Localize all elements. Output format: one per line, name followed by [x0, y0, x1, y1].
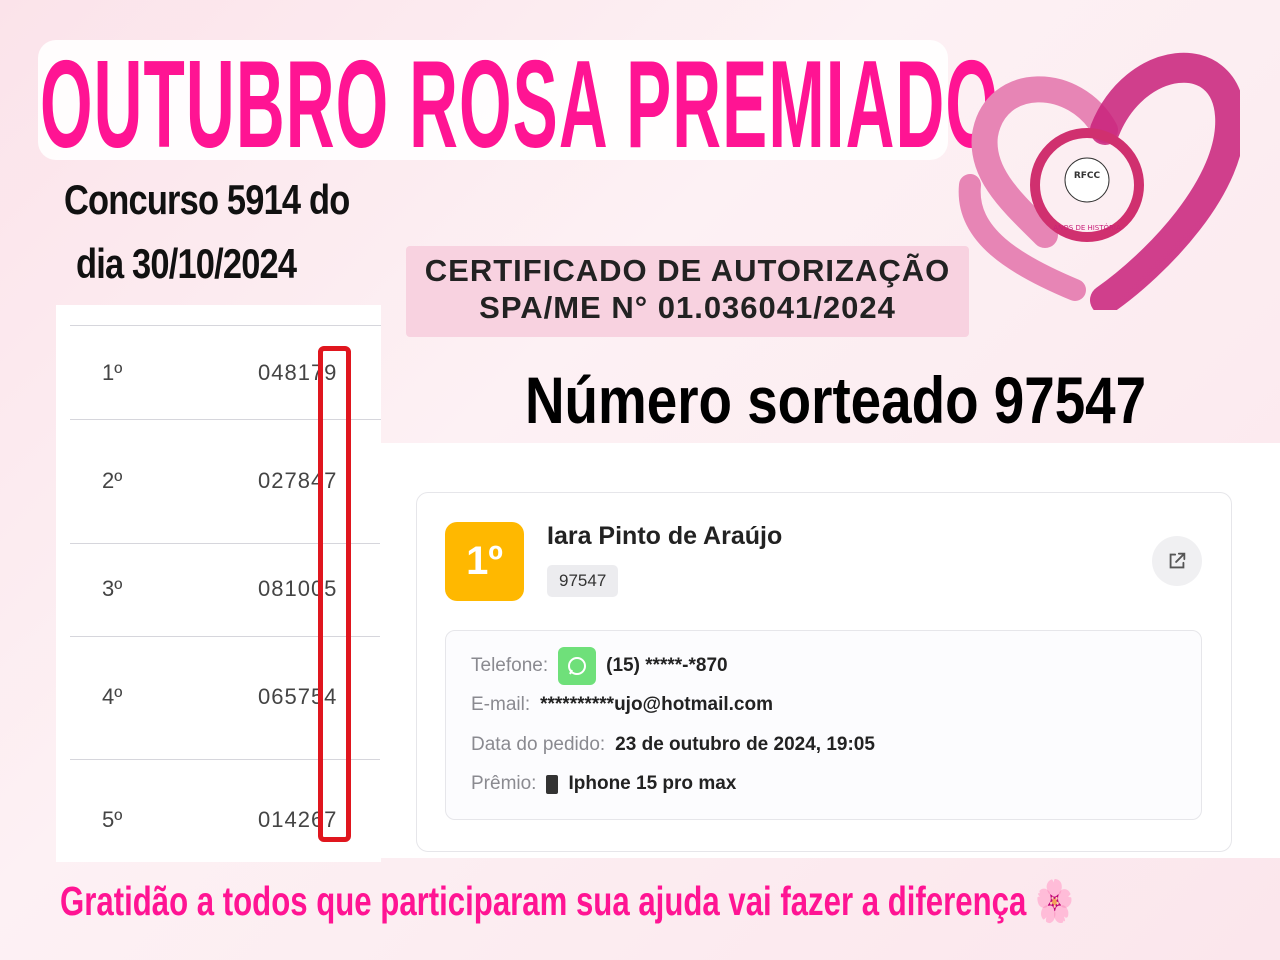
footer-message: Gratidão a todos que participaram sua aj… [60, 878, 1074, 926]
phone-icon [546, 774, 559, 794]
drawn-number: 014267 [258, 807, 338, 832]
email-row: E-mail: **********ujo@hotmail.com [471, 694, 773, 716]
title-backdrop [38, 40, 948, 160]
whatsapp-icon[interactable] [558, 647, 597, 685]
table-row: 2º 027847 [70, 419, 381, 543]
ticket-number-badge: 97547 [547, 565, 619, 597]
date-label: Data do pedido: [471, 734, 606, 755]
table-row: 5º 014267 [70, 759, 381, 862]
table-row: 4º 065754 [70, 636, 381, 759]
winner-name: Iara Pinto de Araújo [547, 522, 783, 550]
drawn-number: 081005 [258, 576, 338, 601]
results-table: 1º 048179 2º 027847 3º 081005 4º 065754 5º 01… [56, 305, 381, 862]
position: 1º [102, 360, 123, 385]
drawn-number-heading: Número sorteado 97547 [525, 363, 1147, 437]
prize-label: Prêmio: [471, 773, 537, 794]
prize-row: Prêmio: Iphone 15 pro max [471, 773, 736, 795]
winner-details: Telefone: (15) *****-*870 E-mail: ******… [445, 630, 1202, 820]
table-row: 1º 048179 [70, 325, 381, 419]
position: 5º [102, 807, 123, 832]
svg-text:RFCC: RFCC [1074, 171, 1101, 181]
date-row: Data do pedido: 23 de outubro de 2024, 1… [471, 734, 875, 756]
position: 4º [102, 684, 123, 709]
place-badge: 1º [445, 522, 524, 601]
certificate-line-1: CERTIFICADO DE AUTORIZAÇÃO [424, 253, 951, 288]
page-title: OUTUBRO ROSA PREMIADO [40, 36, 1000, 174]
date-value: 23 de outubro de 2024, 19:05 [615, 734, 875, 755]
concurso-line-1: Concurso 5914 do [64, 176, 350, 223]
footer-text: Gratidão a todos que participaram sua aj… [60, 878, 1027, 924]
phone-value: (15) *****-*870 [606, 655, 728, 676]
prize-value: Iphone 15 pro max [568, 773, 737, 794]
drawn-number: 065754 [258, 684, 338, 709]
concurso-line-2: dia 30/10/2024 [76, 240, 297, 287]
drawn-number: 027847 [258, 468, 338, 493]
email-label: E-mail: [471, 694, 531, 715]
rfcc-40-years-logo: RFCC ANOS DE HISTÓRIA [958, 52, 1240, 310]
phone-row: Telefone: (15) *****-*870 [471, 647, 728, 685]
highlight-box [318, 346, 351, 842]
svg-text:ANOS DE HISTÓRIA: ANOS DE HISTÓRIA [1053, 223, 1121, 232]
phone-label: Telefone: [471, 655, 549, 676]
open-external-button[interactable] [1152, 536, 1202, 586]
position: 2º [102, 468, 123, 493]
email-value: **********ujo@hotmail.com [540, 694, 773, 715]
external-link-icon [1169, 552, 1186, 569]
position: 3º [102, 576, 123, 601]
authorization-certificate: CERTIFICADO DE AUTORIZAÇÃO SPA/ME N° 01.… [406, 246, 969, 337]
table-row: 3º 081005 [70, 543, 381, 636]
certificate-line-2: SPA/ME N° 01.036041/2024 [479, 290, 896, 325]
cherry-blossom-icon: 🌸 [1034, 878, 1074, 924]
drawn-number: 048179 [258, 360, 338, 385]
